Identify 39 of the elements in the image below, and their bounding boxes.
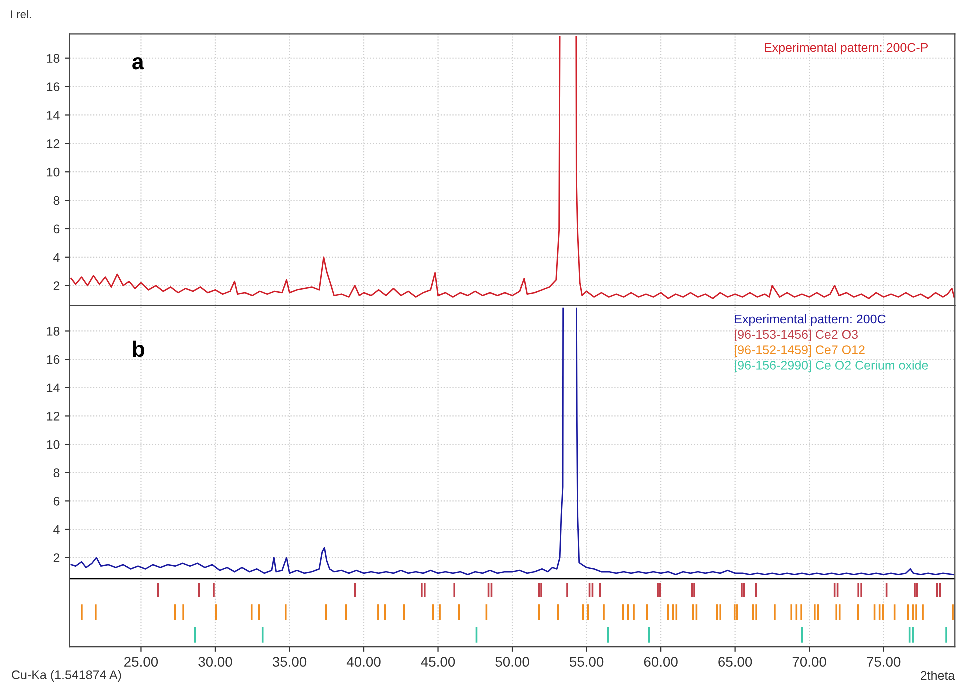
x-tick-label: 30.00 [198, 657, 232, 667]
y-tick-label: 14 [47, 111, 60, 120]
y-tick-label: 6 [54, 496, 60, 506]
x-tick-label: 75.00 [867, 657, 901, 667]
text: [96-152-1459] Ce7 O12 [735, 345, 865, 357]
text: Experimental pattern: 200C-P [765, 42, 928, 55]
y-tick-label: 4 [54, 253, 60, 262]
y-tick-label: 2 [54, 554, 60, 562]
x-tick-label: 40.00 [346, 657, 381, 667]
x-tick-label: 45.00 [421, 657, 456, 667]
text: Cu-Ka (1.541874 A) [12, 670, 122, 682]
y-tick-label: 10 [47, 168, 60, 177]
x-tick-label: 25.00 [124, 657, 158, 667]
y-tick-label: 16 [47, 355, 60, 364]
y-tick-label: 8 [54, 196, 60, 206]
y-tick-label: 18 [47, 54, 60, 64]
x-tick-label: 60.00 [644, 657, 678, 667]
y-tick-label: 2 [54, 282, 60, 290]
y-tick-label: 8 [54, 468, 60, 478]
text: [96-156-2990] Ce O2 Cerium oxide [735, 360, 928, 372]
y-tick-label: 14 [47, 384, 60, 392]
y-tick-label: 12 [47, 412, 60, 421]
x-tick-label: 35.00 [272, 657, 307, 667]
x-tick-label: 65.00 [718, 657, 752, 667]
text: [96-153-1456] Ce2 O3 [735, 330, 858, 342]
x-tick-label: 70.00 [792, 657, 826, 667]
annotation: b [133, 340, 145, 358]
y-tick-label: 12 [47, 139, 60, 148]
annotation: a [132, 58, 144, 70]
x-tick-label: 50.00 [496, 657, 530, 667]
y-tick-label: 4 [54, 525, 60, 534]
y-tick-label: 18 [47, 327, 60, 336]
y-axis-title: I rel. [11, 10, 32, 18]
y-tick-label: 10 [47, 440, 60, 450]
text: Experimental pattern: 200C [735, 314, 886, 326]
y-tick-label: 16 [47, 82, 60, 92]
x-tick-label: 55.00 [570, 657, 604, 667]
x-axis-title: 2theta [921, 670, 956, 680]
y-tick-label: 6 [54, 224, 60, 234]
